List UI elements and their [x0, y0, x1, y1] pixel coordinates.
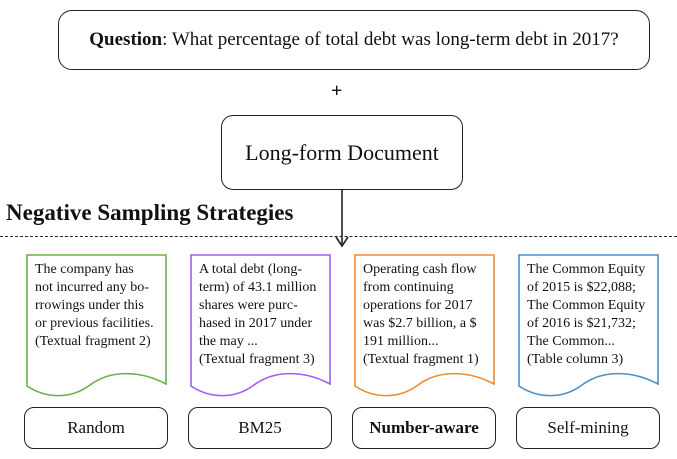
strategy-label-text-1: Random: [67, 418, 125, 437]
question-prefix: Question: [89, 29, 163, 50]
dashed-separator: [0, 236, 677, 237]
fragment-page-3: [354, 254, 495, 397]
question-text: : What percentage of total debt was long…: [162, 29, 619, 50]
question-box: Question: What percentage of total debt …: [58, 10, 650, 70]
arrow-head: [335, 236, 349, 248]
strategy-label-random: Random: [24, 407, 168, 449]
strategy-label-number-aware: Number-aware: [352, 407, 496, 449]
strategies-title: Negative Sampling Strategies: [6, 200, 294, 225]
fragment-text-4: The Common Equity of 2015 is $22,088; Th…: [527, 262, 646, 367]
fragment-page-4: [518, 254, 659, 397]
fragment-page-2: [190, 254, 331, 397]
fragment-text-3: Operating cash flow from continuing oper…: [363, 262, 479, 367]
strategy-label-text-4: Self-mining: [547, 418, 629, 437]
plus-symbol: +: [331, 80, 343, 102]
fragment-text-1: The company has not incurred any bo- rro…: [35, 262, 154, 349]
document-label: Long-form Document: [245, 139, 439, 165]
strategy-label-text-3: Number-aware: [369, 418, 479, 437]
strategy-label-self-mining: Self-mining: [516, 407, 660, 449]
strategy-label-bm25: BM25: [188, 407, 332, 449]
document-box: Long-form Document: [221, 115, 463, 190]
strategy-label-text-2: BM25: [238, 418, 282, 437]
fragment-text-2: A total debt (long- term) of 43.1 millio…: [199, 262, 317, 367]
fragment-page-1: [26, 254, 167, 397]
